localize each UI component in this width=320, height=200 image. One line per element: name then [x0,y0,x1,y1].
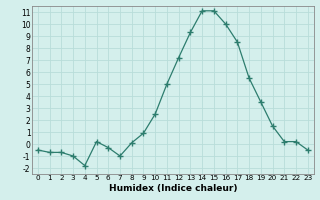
X-axis label: Humidex (Indice chaleur): Humidex (Indice chaleur) [108,184,237,193]
